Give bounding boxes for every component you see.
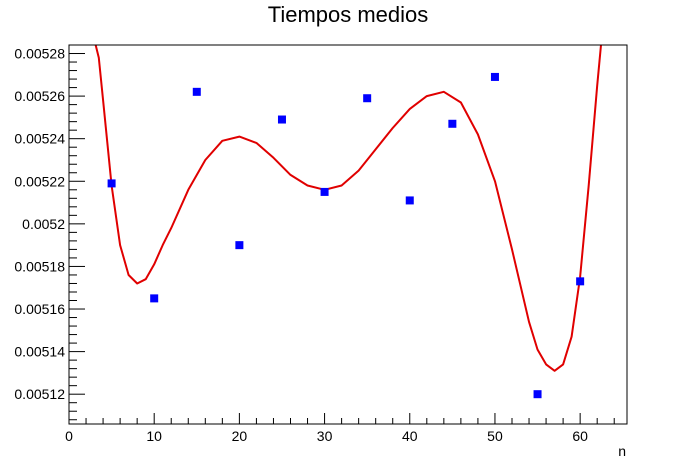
data-point — [277, 115, 286, 124]
y-tick-label: 0.00512 — [14, 386, 65, 402]
x-tick-label: 0 — [65, 428, 73, 444]
data-point — [448, 119, 457, 128]
data-point — [107, 179, 116, 188]
x-tick-label: 30 — [317, 428, 333, 444]
y-tick-label: 0.00528 — [14, 46, 65, 62]
axes: 0 10 20 30 40 50 60 0.00512 0.00514 0.00516 0.0051… — [14, 44, 628, 444]
x-axis-label: n — [618, 443, 626, 459]
y-tick-label: 0.00522 — [14, 173, 65, 189]
x-tick-label: 60 — [572, 428, 588, 444]
data-point — [192, 87, 201, 96]
y-tick-label: 0.0052 — [22, 216, 65, 232]
plot-frame — [68, 44, 628, 425]
data-point — [490, 72, 499, 81]
data-point — [150, 294, 159, 303]
x-tick-label: 40 — [402, 428, 418, 444]
data-point — [363, 94, 372, 103]
y-tick-label: 0.00524 — [14, 131, 65, 147]
y-tick-label: 0.00514 — [14, 344, 65, 360]
data-point — [576, 277, 585, 286]
y-tick-label: 0.00526 — [14, 88, 65, 104]
plot-area — [94, 45, 603, 399]
x-tick-label: 10 — [146, 428, 162, 444]
x-tick-label: 20 — [232, 428, 248, 444]
data-point — [533, 390, 542, 399]
x-tick-label: 50 — [487, 428, 503, 444]
y-tick-label: 0.00516 — [14, 301, 65, 317]
data-point — [405, 196, 414, 205]
data-point — [320, 187, 329, 196]
fit-curve — [94, 45, 603, 372]
chart-title: Tiempos medios — [268, 2, 429, 27]
data-point — [235, 241, 244, 250]
y-tick-label: 0.00518 — [14, 258, 65, 274]
